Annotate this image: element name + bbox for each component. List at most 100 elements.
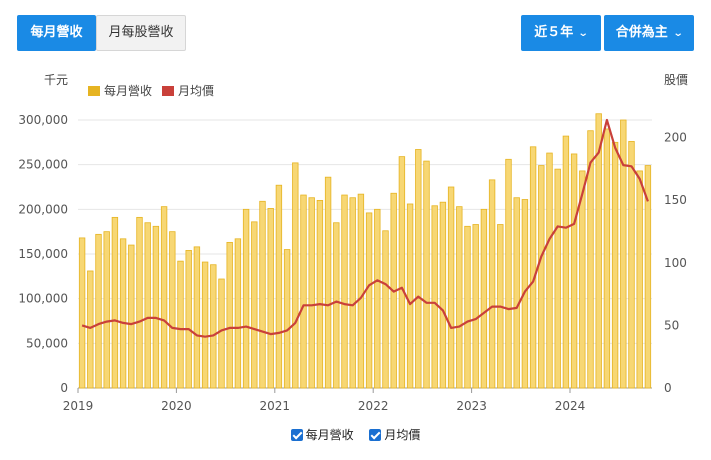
revenue-bar [78,237,86,389]
revenue-bar [316,199,324,389]
revenue-bar [456,206,463,389]
y-left-tick-label: 250,000 [18,158,68,172]
revenue-bar [488,179,496,389]
revenue-bar [570,153,578,389]
revenue-bar [324,176,332,389]
revenue-bar [177,260,184,389]
revenue-bar [415,149,422,389]
revenue-bar [447,186,455,389]
revenue-bar [562,135,570,389]
revenue-bar [169,231,176,389]
x-tick-label: 2021 [260,399,291,413]
consolidation-dropdown[interactable]: 合併為主 ⌄ [604,15,694,51]
revenue-bar [579,170,586,389]
legend-swatch-price [162,86,174,96]
revenue-bar [210,264,217,389]
revenue-bar [505,158,512,389]
consolidation-label: 合併為主 [615,25,668,40]
revenue-bar [160,206,168,389]
y-right-tick-label: 200 [664,131,687,145]
revenue-bar [439,201,447,389]
revenue-bar [431,205,438,389]
revenue-bar [341,194,348,389]
toggle-price-label: 月均價 [384,428,421,442]
y-right-tick-label: 100 [664,256,687,270]
revenue-bar [644,165,652,389]
y-left-tick-label: 100,000 [18,292,68,306]
revenue-bar [144,222,151,389]
y-left-tick-label: 0 [60,381,68,395]
revenue-bar [226,241,233,389]
x-tick-label: 2023 [456,399,487,413]
toggle-revenue-label: 每月營收 [305,428,354,442]
toggle-revenue[interactable]: 每月營收 [290,426,354,443]
revenue-bar [365,212,373,389]
revenue-bar [398,156,406,389]
y-left-tick-label: 50,000 [26,336,68,350]
toggle-price[interactable]: 月均價 [369,426,420,443]
revenue-bar [300,194,307,389]
revenue-bar [513,197,520,389]
revenue-bar [382,230,389,389]
revenue-bar [259,200,266,389]
revenue-bar [136,216,143,389]
revenue-bar [242,208,250,389]
revenue-bar [201,261,209,389]
revenue-bar [275,184,283,389]
revenue-bar [538,165,545,389]
revenue-bar [636,170,643,389]
series-toggle-bar: 每月營收 月均價 [0,426,711,444]
price-line [81,118,649,338]
y-right-tick-label: 150 [664,193,687,207]
revenue-bar [620,119,627,389]
y-left-tick-label: 200,000 [18,202,68,216]
revenue-bar [628,141,635,389]
revenue-bar [251,221,258,389]
y-left-unit: 千元 [44,73,68,87]
chevron-down-icon: ⌄ [672,28,684,39]
revenue-bar [95,233,102,389]
revenue-bar [193,246,201,389]
monthly-per-share-revenue-button[interactable]: 月每股營收 [96,15,186,51]
revenue-bar [128,244,135,389]
revenue-bar [595,113,602,389]
legend-label-price: 月均價 [178,84,214,98]
monthly-revenue-button[interactable]: 每月營收 [17,15,96,51]
y-left-tick-label: 150,000 [18,247,68,261]
y-right-tick-label: 50 [664,318,679,332]
legend-label-revenue: 每月營收 [104,83,152,98]
revenue-bar [406,203,414,389]
revenue-bar [603,128,611,389]
revenue-bar [152,225,160,389]
revenue-bar [472,224,479,389]
revenue-bar [292,162,299,389]
checkbox-checked-icon [369,428,382,441]
y-left-tick-label: 300,000 [18,113,68,127]
revenue-bar [185,250,192,389]
revenue-price-chart: 0 50,000 100,000 150,000 200,000 250,000 300,0… [18,73,688,413]
revenue-bar [587,130,594,389]
x-tick-label: 2019 [63,399,94,413]
range-dropdown[interactable]: 近５年 ⌄ [521,15,601,51]
revenue-bar [546,152,553,389]
revenue-bar [374,208,381,389]
revenue-bar [267,208,274,389]
x-tick-label: 2022 [358,399,389,413]
revenue-bar [119,238,127,389]
revenue-bar [529,146,537,389]
legend-swatch-revenue [88,86,100,96]
revenue-bar [103,231,110,389]
y-right-unit: 股價 [664,73,688,87]
revenue-bar [423,160,430,389]
revenue-bar [87,270,94,389]
revenue-bar [349,197,356,389]
revenue-bar [464,225,471,389]
revenue-bar [611,141,619,389]
chevron-down-icon: ⌄ [578,28,589,39]
range-label: 近５年 [534,25,574,40]
revenue-bar [357,193,365,389]
revenue-bar [480,208,488,389]
revenue-bar [234,238,242,389]
revenue-bar [308,197,315,389]
y-right-tick-label: 0 [664,381,672,395]
